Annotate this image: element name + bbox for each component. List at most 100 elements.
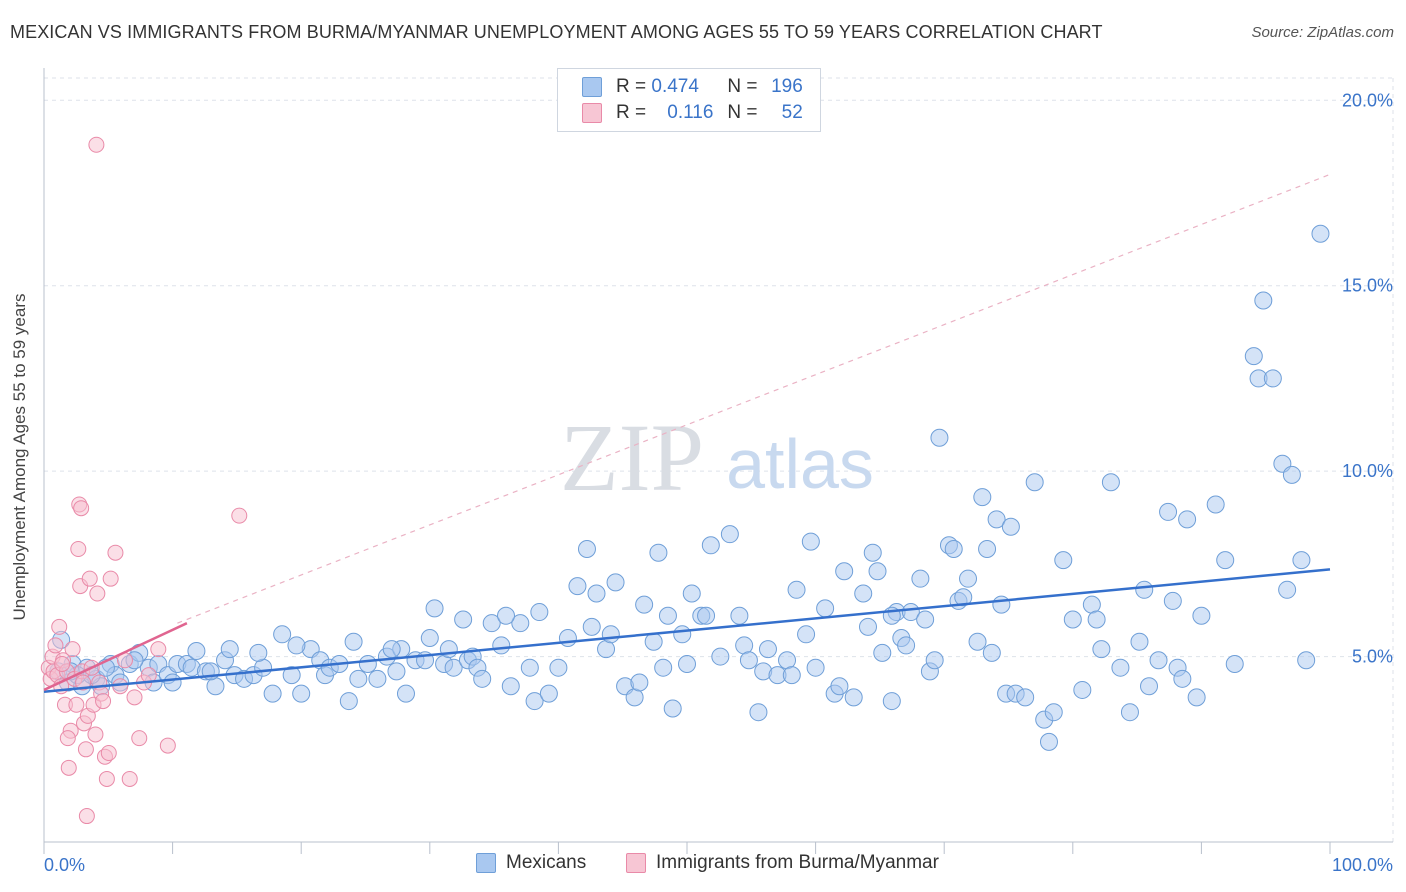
y-tick-label: 5.0%	[1352, 647, 1393, 667]
legend-r-value: 0.116	[667, 102, 714, 123]
mexicans-point	[897, 636, 916, 655]
mexicans-point	[644, 632, 663, 651]
mexicans-point	[439, 640, 458, 659]
mexicans-point	[873, 643, 892, 662]
mexicans-point	[739, 651, 758, 670]
y-axis-label: Unemployment Among Ages 55 to 59 years	[10, 293, 29, 621]
burma-point	[107, 544, 124, 561]
mexicans-point	[658, 606, 677, 625]
mexicans-point	[454, 610, 473, 629]
mexicans-point	[868, 562, 887, 581]
legend-swatch-blue	[582, 77, 602, 97]
mexicans-point	[649, 543, 668, 562]
legend-row-mexicans: R = 0.474 N = 196	[582, 75, 803, 99]
mexicans-point	[830, 677, 849, 696]
mexicans-point	[525, 692, 544, 711]
mexicans-point	[163, 673, 182, 692]
mexicans-point	[673, 625, 692, 644]
mexicans-point	[520, 658, 539, 677]
mexicans-point	[982, 643, 1001, 662]
trend-lines	[43, 568, 1331, 694]
mexicans-point	[806, 658, 825, 677]
legend-label-mexicans: Mexicans	[506, 852, 587, 873]
mexicans-point	[482, 614, 501, 633]
burma-point	[68, 696, 85, 713]
mexicans-point	[1140, 677, 1159, 696]
legend-r-value: 0.474	[651, 76, 699, 97]
mexicans-point	[1163, 591, 1182, 610]
mexicans-point	[1192, 606, 1211, 625]
mexicans-point	[787, 580, 806, 599]
mexicans-point	[501, 677, 520, 696]
mexicans-point	[473, 669, 492, 688]
mexicans-point	[349, 669, 368, 688]
mexicans-point	[273, 625, 292, 644]
mexicans-point	[1282, 465, 1301, 484]
mexicans-point	[344, 632, 363, 651]
reference-diagonal-line	[177, 173, 1331, 624]
mexicans-point	[263, 684, 282, 703]
mexicans-point	[1087, 610, 1106, 629]
mexicans-point	[568, 577, 587, 596]
axes	[43, 68, 1393, 854]
mexicans-point	[730, 606, 749, 625]
mexicans-point	[782, 666, 801, 685]
burma-point	[54, 655, 71, 672]
legend-item-burma: Immigrants from Burma/Myanmar	[626, 852, 939, 874]
mexicans-point	[697, 606, 716, 625]
mexicans-point	[1073, 680, 1092, 699]
watermark-zip: ZIP	[560, 404, 704, 511]
mexicans-trend-line	[43, 568, 1331, 694]
legend-n-value: 196	[771, 76, 803, 97]
legend-item-mexicans: Mexicans	[476, 852, 586, 874]
burma-point	[73, 500, 90, 517]
mexicans-point	[1111, 658, 1130, 677]
legend-swatch-mexicans	[476, 853, 496, 873]
burma-point	[89, 585, 106, 602]
burma-point	[150, 641, 167, 658]
mexicans-point	[1039, 732, 1058, 751]
mexicans-point	[968, 632, 987, 651]
burma-point	[231, 507, 248, 524]
mexicans-point	[635, 595, 654, 614]
mexicans-point	[701, 536, 720, 555]
mexicans-point	[1135, 580, 1154, 599]
burma-point	[64, 641, 81, 658]
mexicans-point	[282, 666, 301, 685]
burma-point	[87, 726, 104, 743]
burma-point	[121, 770, 138, 787]
series-legend: Mexicans Immigrants from Burma/Myanmar	[0, 852, 1406, 878]
mexicans-point	[396, 684, 415, 703]
burma-point	[70, 541, 87, 558]
mexicans-point	[187, 642, 206, 660]
chart-title: MEXICAN VS IMMIGRANTS FROM BURMA/MYANMAR…	[10, 22, 1103, 42]
mexicans-point	[1278, 580, 1297, 599]
tick-labels: 5.0% 10.0% 15.0% 20.0% 0.0% 100.0%	[44, 90, 1393, 875]
mexicans-point	[1044, 703, 1063, 722]
mexicans-point	[606, 573, 625, 592]
mexicans-point	[1244, 347, 1263, 366]
mexicans-point	[1292, 551, 1311, 570]
mexicans-point	[1016, 688, 1035, 707]
mexicans-point	[925, 651, 944, 670]
mexicans-point	[1206, 495, 1225, 514]
mexicans-point	[1178, 510, 1197, 529]
mexicans-point	[1225, 654, 1244, 673]
mexicans-point	[368, 669, 387, 688]
mexicans-point	[1025, 473, 1044, 492]
mexicans-point	[711, 647, 730, 666]
mexicans-point	[1216, 551, 1235, 570]
burma-point	[100, 744, 117, 761]
mexicans-point	[1054, 551, 1073, 570]
legend-swatch-pink	[582, 103, 602, 123]
y-tick-label: 10.0%	[1342, 461, 1393, 481]
y-tick-label: 20.0%	[1342, 90, 1393, 110]
legend-r-label: R =	[616, 76, 647, 97]
burma-point	[98, 770, 115, 787]
mexicans-point	[492, 636, 511, 655]
mexicans-point	[358, 654, 377, 673]
mexicans-point	[854, 584, 873, 603]
mexicans-point	[1101, 473, 1120, 492]
burma-point	[77, 741, 94, 758]
mexicans-point	[587, 584, 606, 603]
